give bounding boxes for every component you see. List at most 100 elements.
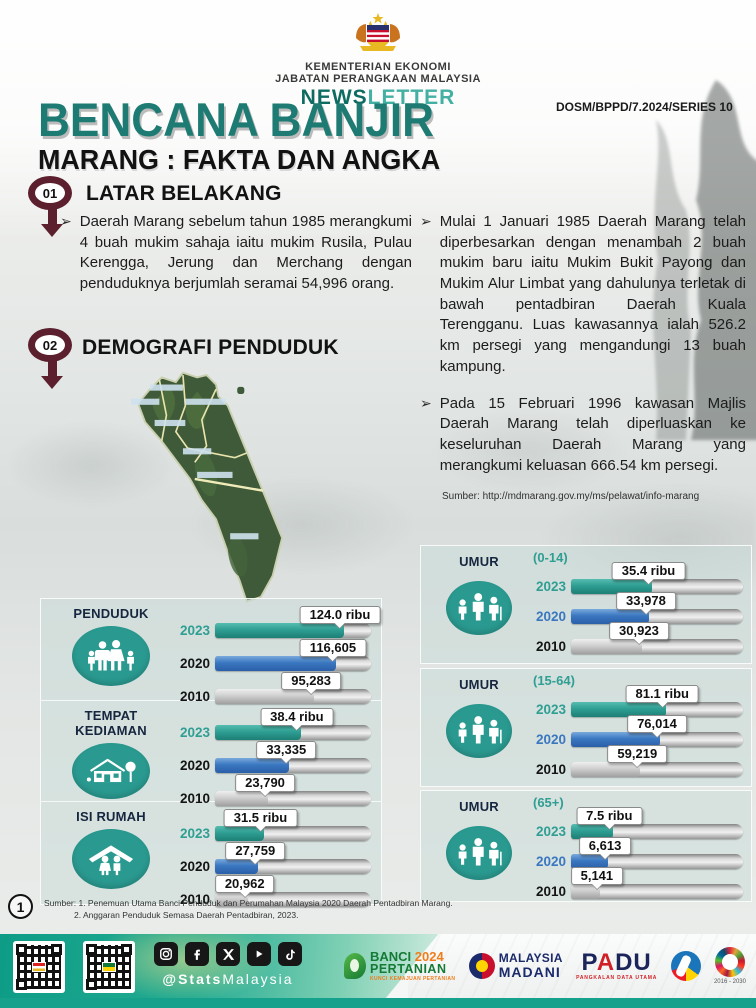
statistics-jubilee-logo <box>670 951 701 981</box>
year-label: 2023 <box>179 725 210 740</box>
section-1-column-right: ➢ Mulai 1 Januari 1985 Daerah Marang tel… <box>420 212 746 504</box>
chart-title: UMUR <box>459 554 499 569</box>
section-2-heading: DEMOGRAFI PENDUDUK <box>82 336 339 359</box>
instagram-icon[interactable] <box>154 942 178 966</box>
partner-logos: BANCI 2024 PERTANIAN KUNCI KEMAJUAN PERT… <box>340 940 750 992</box>
year-label: 2010 <box>535 639 566 654</box>
bar-track: 33,978 <box>571 592 743 624</box>
age-range-label: (65+) <box>533 795 564 810</box>
bullet-arrow-icon: ➢ <box>420 213 432 229</box>
bar-track: 59,219 <box>571 745 743 777</box>
year-label: 2010 <box>179 689 210 704</box>
bar-2023 <box>571 702 666 717</box>
year-label: 2010 <box>179 892 210 907</box>
marang-district-map <box>82 368 350 609</box>
year-label: 2023 <box>179 623 210 638</box>
youtube-icon[interactable] <box>247 942 271 966</box>
page-number: 1 <box>8 894 33 919</box>
section-1-heading: LATAR BELAKANG <box>86 182 282 205</box>
bar-2023 <box>215 623 344 638</box>
qr-center-emblem <box>32 962 46 972</box>
value-callout: 6,613 <box>578 837 632 855</box>
bar-2010 <box>571 639 642 654</box>
bullet-item: ➢ Daerah Marang sebelum tahun 1985 meran… <box>60 212 412 295</box>
year-label: 2020 <box>179 656 210 671</box>
source-link-text: Sumber: http://mdmarang.gov.my/ms/pelawa… <box>442 491 700 503</box>
bar-2010 <box>215 791 269 806</box>
bar-row: 2020 33,978 <box>529 592 743 624</box>
year-label: 2010 <box>179 791 210 806</box>
bar-row: 2023 31.5 ribu <box>173 809 371 841</box>
chart-tempat-kediaman: TEMPAT KEDIAMAN 2023 <box>41 700 381 806</box>
value-callout: 31.5 ribu <box>223 809 298 827</box>
value-callout: 23,790 <box>235 774 295 792</box>
section-1-pin-icon: 01 <box>28 176 76 242</box>
bar-2010 <box>215 689 315 704</box>
year-label: 2020 <box>179 758 210 773</box>
value-callout: 35.4 ribu <box>611 562 686 580</box>
bar-row: 2020 76,014 <box>529 715 743 747</box>
newsletter-suffix: LETTER <box>367 86 456 109</box>
value-callout: 59,219 <box>607 745 668 763</box>
section-1-column-left: ➢ Daerah Marang sebelum tahun 1985 meran… <box>60 212 412 309</box>
x-twitter-icon[interactable] <box>216 942 240 966</box>
value-callout: 27,759 <box>225 842 286 860</box>
bar-track: 30,923 <box>571 622 743 654</box>
bar-track: 20,962 <box>214 875 371 907</box>
value-callout: 20,962 <box>214 875 275 893</box>
value-callout: 33,978 <box>616 592 676 610</box>
bar-2023 <box>215 725 301 740</box>
bar-row: 2010 59,219 <box>529 745 743 777</box>
household-icon <box>72 829 150 889</box>
bar-track: 95,283 <box>215 672 371 704</box>
page-title: BENCANA BANJIR <box>38 93 435 146</box>
chart-title: UMUR <box>459 677 499 692</box>
bar-2023 <box>215 826 265 841</box>
bullet-item: ➢ Pada 15 Februari 1996 kawasan Majlis D… <box>420 394 746 477</box>
chart-umur-15-64: UMUR (15-64) 2023 81.1 ribu <box>420 668 752 787</box>
newsletter-prefix: NEWS <box>300 86 368 109</box>
facebook-icon[interactable] <box>185 942 209 966</box>
section-1-number: 01 <box>42 185 58 201</box>
value-callout: 95,283 <box>281 672 341 690</box>
bar-2020 <box>571 732 660 747</box>
title-block: BENCANA BANJIR MARANG : FAKTA DAN ANGKA <box>38 96 459 174</box>
bar-2020 <box>571 854 608 869</box>
age-range-label: (15-64) <box>533 673 575 688</box>
bar-row: 2023 81.1 ribu <box>529 685 743 717</box>
tree-silhouette <box>653 80 756 440</box>
bar-2010 <box>571 762 641 777</box>
chart-umur-0-14: UMUR (0-14) 2023 35.4 ribu <box>420 545 752 664</box>
family-icon <box>72 626 150 686</box>
bar-track: 76,014 <box>571 715 743 747</box>
banci-leaf-icon <box>344 953 366 979</box>
footnote-sources: Sumber: 1. Penemuan Utama Banci Penduduk… <box>44 897 453 922</box>
bar-track: 23,790 <box>215 774 371 806</box>
tiktok-icon[interactable] <box>278 942 302 966</box>
year-label: 2020 <box>179 859 210 874</box>
chart-penduduk: PENDUDUK 2023 124.0 ribu <box>41 599 381 704</box>
footnote-line: Sumber: 1. Penemuan Utama Banci Penduduk… <box>44 898 453 908</box>
ministry-name: KEMENTERIAN EKONOMI <box>305 61 451 73</box>
value-callout: 33,335 <box>256 741 317 759</box>
bar-track: 116,605 <box>215 639 371 671</box>
bullet-item: ➢ Mulai 1 Januari 1985 Daerah Marang tel… <box>420 212 746 378</box>
year-label: 2020 <box>535 732 566 747</box>
bar-track: 81.1 ribu <box>571 685 743 717</box>
age-range-label: (0-14) <box>533 550 568 565</box>
chart-title: PENDUDUK <box>73 606 149 621</box>
value-callout: 38.4 ribu <box>260 708 334 726</box>
social-handle[interactable]: @StatsMalaysia <box>162 971 294 987</box>
value-callout: 76,014 <box>627 715 687 733</box>
year-label: 2010 <box>535 884 566 899</box>
year-label: 2010 <box>535 762 566 777</box>
bar-2023 <box>571 824 613 839</box>
bar-track: 7.5 ribu <box>571 807 743 839</box>
bar-row: 2010 30,923 <box>529 622 743 654</box>
chart-title: TEMPAT KEDIAMAN <box>75 708 147 738</box>
newsletter-label: NEWSLETTER <box>0 86 756 110</box>
chart-umur-65-plus: UMUR (65+) 2023 7.5 ribu <box>420 790 752 902</box>
padu-logo: PADU PANGKALAN DATA UTAMA <box>576 949 658 981</box>
bar-row: 2023 124.0 ribu <box>173 606 381 638</box>
